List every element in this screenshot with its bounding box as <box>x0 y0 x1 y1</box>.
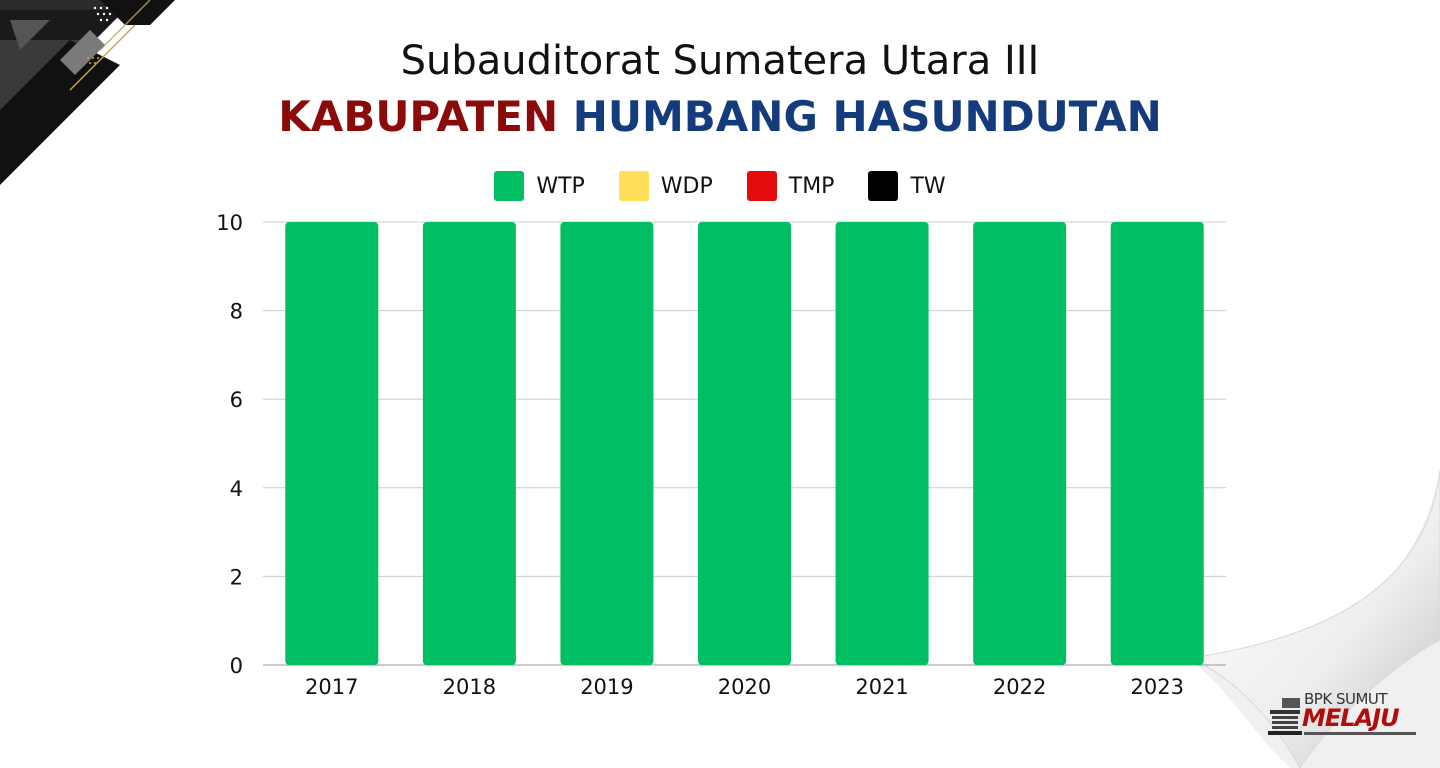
y-tick-label: 8 <box>230 300 243 324</box>
legend-swatch-wtp <box>494 171 525 201</box>
bar-wtp-2017 <box>285 222 379 665</box>
bpk-sumut-logo: BPK SUMUT MELAJU <box>1268 690 1418 744</box>
logo-top-text: BPK SUMUT <box>1304 690 1388 708</box>
building-icon <box>1268 698 1302 735</box>
corner-decoration <box>0 0 175 185</box>
bar-wtp-2019 <box>560 222 654 665</box>
subtitle-part-kabupaten: KABUPATEN <box>278 92 559 141</box>
legend-swatch-wdp <box>618 171 649 201</box>
x-tick-label: 2023 <box>1130 675 1183 699</box>
bar-wtp-2022 <box>973 222 1067 665</box>
page-subtitle: KABUPATEN HUMBANG HASUNDUTAN <box>0 92 1440 141</box>
x-tick-label: 2022 <box>993 675 1046 699</box>
legend-label-tw: TW <box>910 173 946 199</box>
legend-item-tmp: TMP <box>746 171 835 201</box>
bar-wtp-2018 <box>422 222 516 665</box>
legend-item-tw: TW <box>868 171 946 201</box>
y-tick-label: 10 <box>216 211 243 235</box>
legend-label-tmp: TMP <box>788 173 835 199</box>
x-tick-label: 2021 <box>855 675 908 699</box>
legend-label-wtp: WTP <box>536 173 585 199</box>
subtitle-part-region: HUMBANG HASUNDUTAN <box>572 92 1162 141</box>
bar-wtp-2023 <box>1110 222 1204 665</box>
x-tick-label: 2019 <box>580 675 633 699</box>
x-tick-label: 2018 <box>443 675 496 699</box>
y-tick-label: 6 <box>230 388 243 412</box>
page-curl-decoration <box>1188 469 1440 768</box>
y-tick-label: 0 <box>230 654 243 678</box>
legend-swatch-tmp <box>746 171 777 201</box>
x-tick-label: 2020 <box>718 675 771 699</box>
y-tick-label: 2 <box>230 565 243 589</box>
x-tick-label: 2017 <box>305 675 358 699</box>
bar-wtp-2021 <box>835 222 929 665</box>
chart-legend: WTP WDP TMP TW <box>0 171 1440 201</box>
legend-item-wtp: WTP <box>494 171 585 201</box>
logo-tagline-bar <box>1304 732 1416 735</box>
page-title: Subauditorat Sumatera Utara III <box>400 38 1040 84</box>
y-tick-label: 4 <box>230 477 243 501</box>
bar-wtp-2020 <box>698 222 791 665</box>
legend-item-wdp: WDP <box>618 171 713 201</box>
legend-swatch-tw <box>868 171 899 201</box>
legend-label-wdp: WDP <box>660 173 713 199</box>
logo-main-text: MELAJU <box>1302 704 1400 732</box>
